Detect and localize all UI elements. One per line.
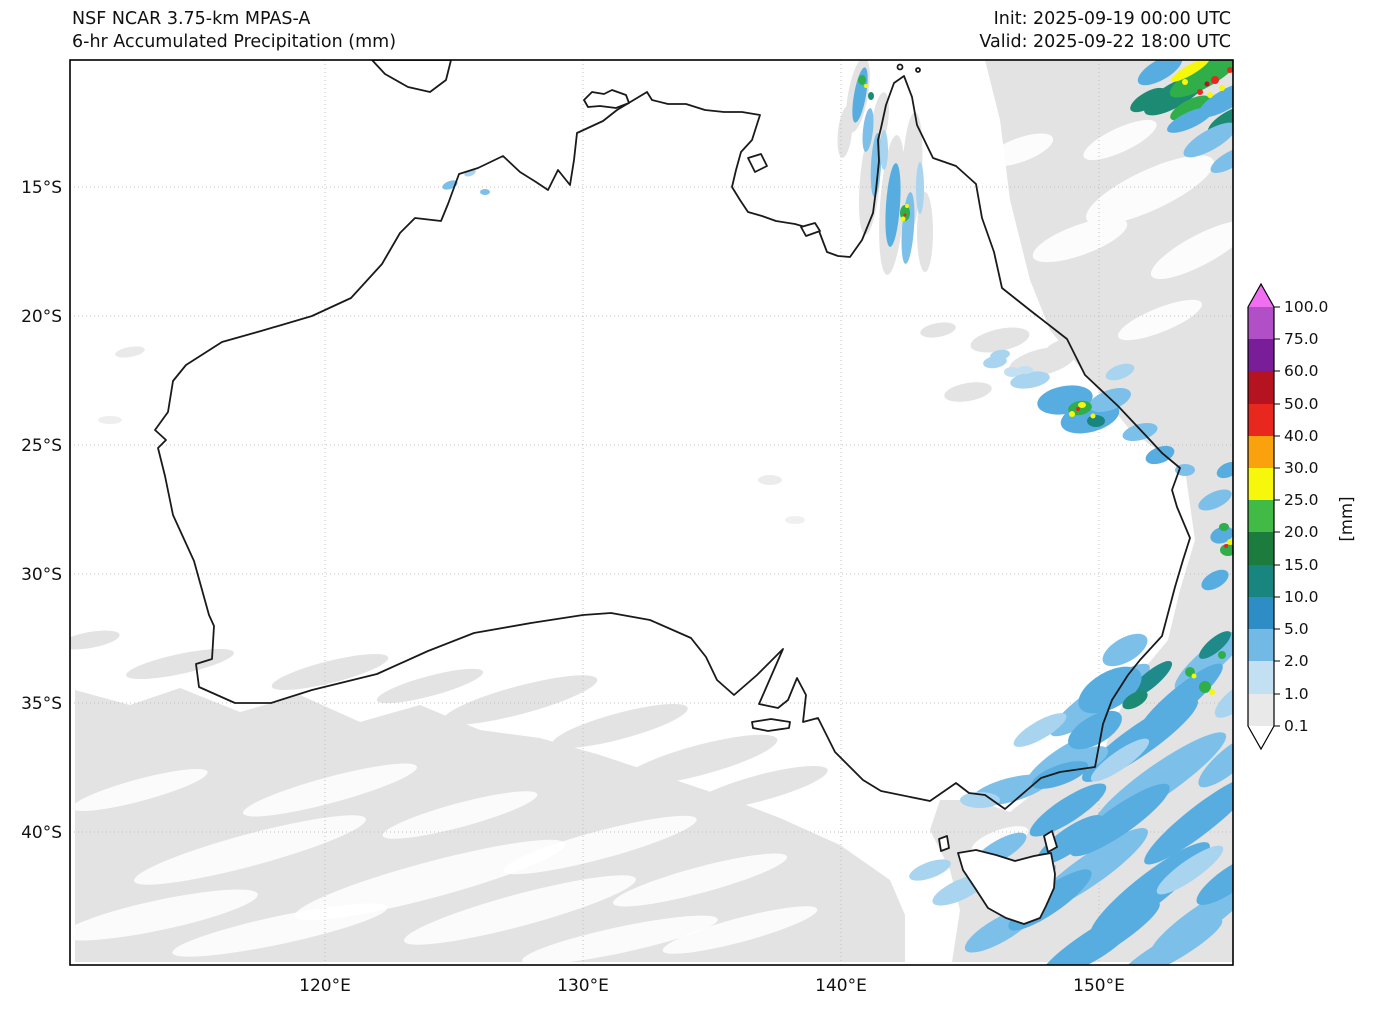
cbar-tick-60: 60.0: [1284, 362, 1319, 380]
cbar-tick-50: 50.0: [1284, 395, 1319, 413]
x-tick-140e: 140°E: [815, 976, 867, 996]
colorbar-seg-2-5: [1248, 629, 1274, 661]
colorbar-seg-20-25: [1248, 500, 1274, 532]
coastline-australia-mainland: [154, 75, 1191, 810]
island-flinders: [1043, 830, 1058, 853]
colorbar-seg-40-50: [1248, 404, 1274, 436]
precip-field-nsw-vic-coast: [960, 633, 1148, 808]
island-kangaroo: [751, 718, 791, 732]
cbar-tick-10: 10.0: [1284, 588, 1319, 606]
valid-time-label: Valid: 2025-09-22 18:00 UTC: [979, 32, 1231, 52]
colorbar-seg-60-75: [1248, 339, 1274, 371]
island-torres-2: [915, 67, 921, 73]
model-title: NSF NCAR 3.75-km MPAS-A: [72, 9, 310, 29]
y-tick-20s: 20°S: [21, 307, 62, 327]
colorbar-over-arrow: [1248, 284, 1274, 307]
cbar-tick-25: 25.0: [1284, 491, 1319, 509]
colorbar-seg-01-1: [1248, 694, 1274, 726]
island-tiwi: [583, 89, 630, 109]
island-mornington: [800, 222, 821, 237]
gridlines: [70, 60, 1233, 965]
cbar-tick-01: 0.1: [1284, 717, 1309, 735]
colorbar-seg-15-20: [1248, 532, 1274, 565]
y-tick-35s: 35°S: [21, 694, 62, 714]
x-axis-tick-labels: 120°E 130°E 140°E 150°E: [299, 976, 1125, 996]
island-timor: [371, 60, 452, 93]
precip-gray-ocean-east-gaps: [971, 119, 1233, 854]
cbar-tick-30: 30.0: [1284, 459, 1319, 477]
cbar-tick-15: 15.0: [1284, 556, 1319, 574]
colorbar-seg-5-10: [1248, 597, 1274, 629]
y-tick-15s: 15°S: [21, 178, 62, 198]
colorbar-seg-1-2: [1248, 661, 1274, 694]
colorbar-tick-labels: 100.0 75.0 60.0 50.0 40.0 30.0 25.0 20.0…: [1284, 298, 1328, 735]
cbar-tick-100: 100.0: [1284, 298, 1328, 316]
colorbar-tick-marks: [1274, 306, 1280, 727]
colorbar: 100.0 75.0 60.0 50.0 40.0 30.0 25.0 20.0…: [1247, 282, 1356, 751]
precip-field-gulf-carpentaria: [852, 67, 924, 264]
precip-gray-ocean-south: [70, 630, 940, 965]
island-torres-1: [896, 63, 904, 71]
precip-field-coral-sea-ne: [1130, 60, 1233, 173]
cbar-tick-20: 20.0: [1284, 523, 1319, 541]
precip-field-qld-coast: [983, 355, 1233, 591]
colorbar-seg-30-40: [1248, 436, 1274, 468]
cbar-tick-2: 2.0: [1284, 652, 1309, 670]
x-tick-150e: 150°E: [1073, 976, 1125, 996]
colorbar-seg-50-60: [1248, 371, 1274, 404]
colorbar-seg-10-15: [1248, 565, 1274, 597]
cbar-tick-40: 40.0: [1284, 427, 1319, 445]
colorbar-seg-75-100: [1248, 307, 1274, 339]
y-tick-25s: 25°S: [21, 436, 62, 456]
y-axis-tick-labels: 15°S 20°S 25°S 30°S 35°S 40°S: [21, 178, 62, 843]
x-tick-120e: 120°E: [299, 976, 351, 996]
colorbar-under-arrow: [1248, 726, 1274, 749]
plot-border: [69, 59, 1234, 966]
colorbar-unit-label: [mm]: [1337, 496, 1356, 541]
y-tick-40s: 40°S: [21, 823, 62, 843]
cbar-tick-75: 75.0: [1284, 330, 1319, 348]
product-title: 6-hr Accumulated Precipitation (mm): [72, 32, 396, 52]
coastline-tasmania: [957, 849, 1056, 925]
y-tick-30s: 30°S: [21, 565, 62, 585]
cbar-tick-5: 5.0: [1284, 620, 1309, 638]
init-time-label: Init: 2025-09-19 00:00 UTC: [994, 9, 1231, 29]
colorbar-seg-25-30: [1248, 468, 1274, 500]
island-groote: [747, 153, 768, 173]
cbar-tick-1: 1.0: [1284, 685, 1309, 703]
island-king: [938, 835, 950, 852]
x-tick-130e: 130°E: [557, 976, 609, 996]
